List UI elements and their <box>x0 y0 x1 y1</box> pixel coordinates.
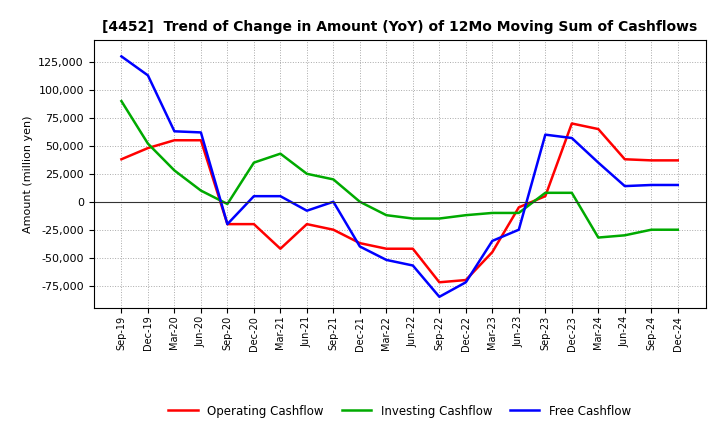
Free Cashflow <box>276 194 284 199</box>
Operating Cashflow <box>197 138 205 143</box>
Free Cashflow <box>170 128 179 134</box>
Operating Cashflow <box>117 157 126 162</box>
Free Cashflow <box>621 183 629 189</box>
Operating Cashflow <box>382 246 391 251</box>
Y-axis label: Amount (million yen): Amount (million yen) <box>23 115 32 233</box>
Free Cashflow <box>223 221 232 227</box>
Free Cashflow <box>250 194 258 199</box>
Operating Cashflow <box>329 227 338 232</box>
Operating Cashflow <box>250 221 258 227</box>
Free Cashflow <box>647 182 656 187</box>
Operating Cashflow <box>435 280 444 285</box>
Free Cashflow <box>329 199 338 205</box>
Investing Cashflow <box>329 177 338 182</box>
Investing Cashflow <box>488 210 497 216</box>
Free Cashflow <box>594 160 603 165</box>
Operating Cashflow <box>621 157 629 162</box>
Line: Investing Cashflow: Investing Cashflow <box>122 101 678 238</box>
Free Cashflow <box>356 244 364 249</box>
Investing Cashflow <box>302 171 311 176</box>
Operating Cashflow <box>673 158 682 163</box>
Investing Cashflow <box>197 188 205 193</box>
Investing Cashflow <box>621 233 629 238</box>
Investing Cashflow <box>567 190 576 195</box>
Free Cashflow <box>408 263 417 268</box>
Free Cashflow <box>382 257 391 263</box>
Free Cashflow <box>117 54 126 59</box>
Operating Cashflow <box>647 158 656 163</box>
Free Cashflow <box>541 132 549 137</box>
Investing Cashflow <box>170 168 179 173</box>
Operating Cashflow <box>567 121 576 126</box>
Investing Cashflow <box>223 202 232 207</box>
Investing Cashflow <box>408 216 417 221</box>
Investing Cashflow <box>382 213 391 218</box>
Investing Cashflow <box>143 141 152 146</box>
Free Cashflow <box>515 227 523 232</box>
Investing Cashflow <box>673 227 682 232</box>
Investing Cashflow <box>594 235 603 240</box>
Operating Cashflow <box>302 221 311 227</box>
Operating Cashflow <box>462 277 470 282</box>
Operating Cashflow <box>276 246 284 251</box>
Investing Cashflow <box>117 99 126 104</box>
Free Cashflow <box>673 182 682 187</box>
Investing Cashflow <box>515 210 523 216</box>
Operating Cashflow <box>488 249 497 255</box>
Investing Cashflow <box>462 213 470 218</box>
Investing Cashflow <box>356 199 364 205</box>
Free Cashflow <box>302 208 311 213</box>
Investing Cashflow <box>435 216 444 221</box>
Title: [4452]  Trend of Change in Amount (YoY) of 12Mo Moving Sum of Cashflows: [4452] Trend of Change in Amount (YoY) o… <box>102 20 697 34</box>
Operating Cashflow <box>143 146 152 151</box>
Operating Cashflow <box>170 138 179 143</box>
Free Cashflow <box>567 136 576 141</box>
Investing Cashflow <box>647 227 656 232</box>
Free Cashflow <box>462 280 470 285</box>
Line: Free Cashflow: Free Cashflow <box>122 56 678 297</box>
Operating Cashflow <box>223 221 232 227</box>
Free Cashflow <box>197 130 205 135</box>
Investing Cashflow <box>276 151 284 156</box>
Free Cashflow <box>435 294 444 300</box>
Investing Cashflow <box>541 190 549 195</box>
Line: Operating Cashflow: Operating Cashflow <box>122 124 678 282</box>
Operating Cashflow <box>515 205 523 210</box>
Operating Cashflow <box>541 194 549 199</box>
Operating Cashflow <box>408 246 417 251</box>
Operating Cashflow <box>594 126 603 132</box>
Legend: Operating Cashflow, Investing Cashflow, Free Cashflow: Operating Cashflow, Investing Cashflow, … <box>163 400 636 422</box>
Operating Cashflow <box>356 241 364 246</box>
Free Cashflow <box>143 73 152 78</box>
Free Cashflow <box>488 238 497 243</box>
Investing Cashflow <box>250 160 258 165</box>
